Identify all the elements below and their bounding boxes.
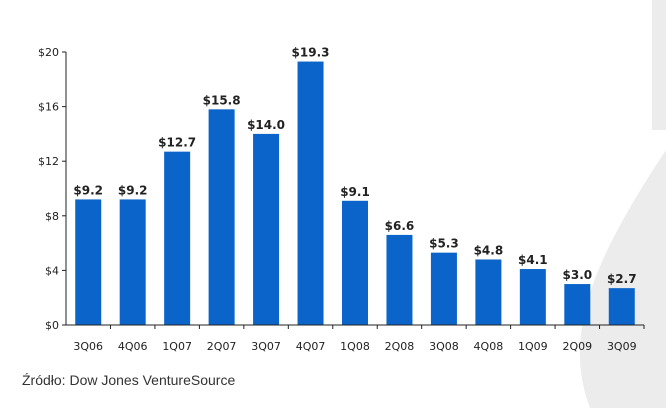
x-tick-label-3Q09: 3Q09 bbox=[607, 340, 637, 353]
y-tick-label: $4 bbox=[45, 264, 59, 277]
x-tick-label-4Q08: 4Q08 bbox=[474, 340, 504, 353]
x-tick-label-4Q07: 4Q07 bbox=[296, 340, 326, 353]
bar-2Q07 bbox=[208, 109, 235, 325]
x-tick-label-4Q06: 4Q06 bbox=[118, 340, 148, 353]
data-label-3Q06: $9.2 bbox=[73, 183, 103, 197]
x-tick-label-2Q08: 2Q08 bbox=[385, 340, 415, 353]
source-note: Źródło: Dow Jones VentureSource bbox=[22, 372, 236, 388]
bar-chart: $0$4$8$12$16$20 $9.2 $9.2$12.7$15.8$14.0$… bbox=[38, 46, 645, 353]
data-label-3Q09: $2.7 bbox=[607, 272, 637, 286]
y-tick-label: $20 bbox=[38, 46, 59, 59]
bar-3Q07 bbox=[253, 133, 280, 325]
data-label-2Q08: $6.6 bbox=[385, 219, 415, 233]
data-label-1Q09: $4.1 bbox=[518, 253, 548, 267]
x-tick-label-1Q08: 1Q08 bbox=[340, 340, 370, 353]
x-tick-label-2Q09: 2Q09 bbox=[562, 340, 592, 353]
background-swoosh-2 bbox=[652, 0, 666, 130]
bar-4Q07 bbox=[297, 61, 324, 326]
x-tick-label-2Q07: 2Q07 bbox=[207, 340, 237, 353]
y-axis: $0 $4 $8 $12 $16 $20 bbox=[38, 46, 67, 332]
x-axis: 3Q06 4Q06 1Q07 2Q07 3Q07 4Q07 1Q08 2Q08 3Q08 4Q08… bbox=[66, 324, 645, 353]
bar-1Q09 bbox=[519, 269, 546, 325]
x-tick-label-3Q06: 3Q06 bbox=[73, 340, 103, 353]
bar-4Q08 bbox=[475, 259, 502, 325]
data-label-1Q07: $12.7 bbox=[158, 136, 196, 150]
bar-2Q08 bbox=[386, 234, 413, 325]
bar-1Q07 bbox=[164, 151, 191, 325]
x-tick-label-3Q08: 3Q08 bbox=[429, 340, 459, 353]
x-tick-label-1Q07: 1Q07 bbox=[162, 340, 192, 353]
bar-3Q08 bbox=[430, 252, 457, 325]
y-tick-label: $16 bbox=[38, 101, 59, 114]
y-tick-label: $8 bbox=[45, 210, 59, 223]
data-label-1Q08: $9.1 bbox=[340, 185, 370, 199]
data-label-2Q07: $15.8 bbox=[203, 93, 241, 107]
bar-3Q09 bbox=[608, 288, 635, 325]
bar-3Q06 bbox=[75, 199, 102, 325]
bar-4Q06 bbox=[119, 199, 146, 325]
data-label-3Q08: $5.3 bbox=[429, 237, 459, 251]
data-label-3Q07: $14.0 bbox=[247, 118, 285, 132]
y-tick-label: $12 bbox=[38, 155, 59, 168]
data-label-4Q07: $19.3 bbox=[292, 46, 330, 60]
bars bbox=[75, 61, 635, 326]
bar-2Q09 bbox=[564, 284, 591, 325]
x-tick-label-3Q07: 3Q07 bbox=[251, 340, 281, 353]
bar-1Q08 bbox=[342, 200, 368, 325]
data-label-4Q06: $9.2 bbox=[118, 183, 148, 197]
y-tick-label: $0 bbox=[45, 319, 59, 332]
data-labels: $9.2 $9.2 $12.7 $15.8 $14.0 $19.3 $9.1 $6.6 $5.3… bbox=[73, 46, 636, 287]
data-label-4Q08: $4.8 bbox=[474, 243, 504, 257]
data-label-2Q09: $3.0 bbox=[563, 268, 593, 282]
x-tick-label-1Q09: 1Q09 bbox=[518, 340, 548, 353]
background-swoosh bbox=[579, 150, 666, 408]
